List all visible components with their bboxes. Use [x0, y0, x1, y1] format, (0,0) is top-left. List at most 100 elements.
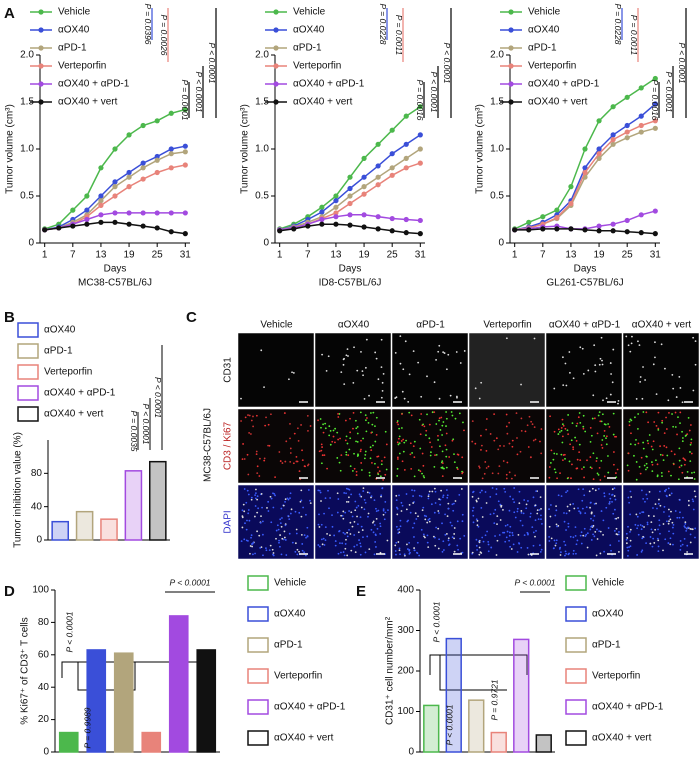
- cell-dot: [346, 348, 349, 351]
- cell-dot: [435, 358, 437, 361]
- cell-dot: [249, 552, 251, 555]
- cell-dot: [423, 514, 426, 517]
- cell-dot: [527, 446, 530, 448]
- cell-dot: [625, 532, 628, 535]
- legend-swatch: [565, 730, 587, 746]
- cell-dot: [439, 445, 441, 448]
- cell-dot: [321, 543, 324, 546]
- cell-dot: [345, 487, 348, 490]
- cell-dot: [356, 544, 358, 546]
- cell-dot: [581, 499, 584, 502]
- cell-dot: [527, 500, 529, 502]
- cell-dot: [240, 540, 243, 543]
- legend-label: αOX40 + vert: [528, 97, 588, 108]
- cell-dot: [378, 470, 381, 473]
- cell-dot: [307, 429, 309, 432]
- x-tick-label: 1: [42, 250, 48, 261]
- legend-swatch: [565, 699, 587, 715]
- cell-dot: [458, 493, 461, 496]
- cell-dot: [560, 453, 563, 456]
- cell-dot: [276, 524, 279, 527]
- cell-dot: [395, 506, 398, 509]
- cell-dot: [572, 503, 575, 505]
- cell-dot: [328, 434, 331, 437]
- cell-dot: [592, 478, 595, 481]
- cell-dot: [426, 534, 429, 537]
- cell-dot: [562, 459, 564, 461]
- cell-dot: [428, 437, 431, 440]
- cell-dot: [646, 523, 649, 526]
- cell-dot: [385, 468, 388, 471]
- cell-dot: [267, 444, 269, 447]
- cell-dot: [260, 349, 263, 352]
- y-axis-label: Tumor volume (cm³): [475, 104, 486, 194]
- cell-dot: [452, 438, 455, 441]
- cell-dot: [251, 545, 254, 548]
- cell-dot: [359, 495, 362, 497]
- cell-dot: [240, 420, 242, 422]
- cell-dot: [504, 490, 507, 493]
- p-value: P = 0.0011: [629, 15, 639, 56]
- cell-dot: [383, 456, 386, 459]
- data-point: [652, 231, 658, 237]
- cell-dot: [659, 453, 662, 456]
- cell-dot: [502, 531, 504, 534]
- data-point: [84, 193, 90, 199]
- cell-dot: [363, 457, 366, 460]
- legend-marker: [273, 27, 279, 33]
- data-point: [168, 229, 174, 235]
- legend-label: αPD-1: [274, 640, 303, 651]
- data-point: [624, 135, 630, 141]
- cell-dot: [323, 512, 325, 515]
- cell-dot: [454, 417, 457, 420]
- cell-dot: [324, 422, 327, 425]
- legend-swatch: [247, 730, 269, 746]
- cell-dot: [261, 506, 263, 509]
- cell-dot: [602, 399, 604, 402]
- data-point: [182, 162, 188, 168]
- p-value: P = 0.0035: [129, 410, 139, 451]
- cell-dot: [353, 534, 356, 536]
- cell-dot: [595, 554, 598, 557]
- cell-dot: [250, 536, 252, 539]
- cell-dot: [265, 416, 267, 419]
- cell-dot: [273, 492, 276, 495]
- cell-dot: [663, 505, 666, 508]
- cell-dot: [642, 497, 645, 500]
- cell-dot: [431, 411, 434, 414]
- cell-dot: [598, 363, 601, 366]
- cell-dot: [324, 497, 327, 500]
- cell-dot: [605, 435, 608, 438]
- cell-dot: [596, 538, 599, 540]
- cell-dot: [555, 505, 557, 508]
- cell-dot: [373, 553, 376, 556]
- cell-dot: [509, 545, 511, 548]
- cell-dot: [381, 390, 384, 392]
- cell-dot: [605, 506, 608, 509]
- data-point: [638, 122, 644, 129]
- cell-dot: [338, 413, 341, 415]
- cell-dot: [345, 492, 347, 495]
- cell-dot: [527, 553, 530, 556]
- cell-dot: [434, 502, 437, 504]
- cell-dot: [608, 493, 611, 495]
- data-point: [638, 129, 644, 135]
- cell-dot: [366, 491, 369, 494]
- data-point: [112, 219, 118, 225]
- cell-dot: [584, 535, 587, 538]
- cell-dot: [334, 427, 337, 430]
- cell-dot: [456, 544, 459, 547]
- x-tick-label: 7: [305, 250, 311, 261]
- cell-dot: [506, 432, 509, 435]
- cell-dot: [574, 436, 577, 439]
- cell-dot: [660, 343, 663, 346]
- data-point: [168, 110, 174, 116]
- cell-dot: [499, 519, 502, 521]
- cell-dot: [557, 433, 560, 435]
- cell-dot: [582, 427, 585, 430]
- cell-dot: [344, 439, 347, 442]
- column-header: Vehicle: [260, 320, 293, 331]
- cell-dot: [494, 535, 496, 537]
- legend-label: αPD-1: [528, 43, 557, 54]
- cell-dot: [548, 466, 551, 468]
